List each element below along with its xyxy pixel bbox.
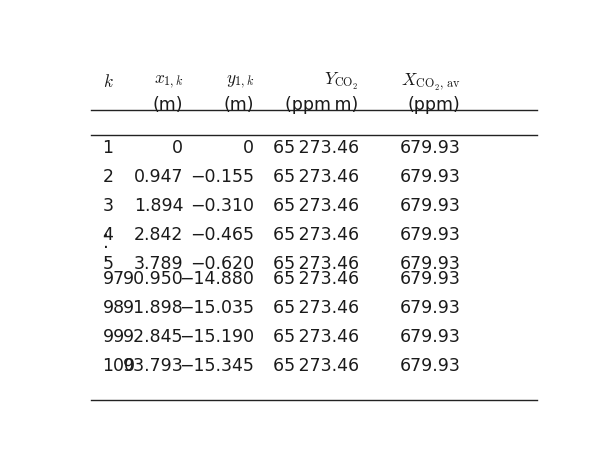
Text: 91.898: 91.898: [122, 299, 183, 317]
Text: $x_{1,k}$: $x_{1,k}$: [154, 73, 183, 91]
Text: 3: 3: [103, 197, 114, 215]
Text: ·: ·: [103, 227, 108, 246]
Text: −14.880: −14.880: [179, 270, 255, 288]
Text: −0.310: −0.310: [190, 197, 255, 215]
Text: (m): (m): [153, 96, 183, 114]
Text: 90.950: 90.950: [122, 270, 183, 288]
Text: 1: 1: [103, 139, 114, 157]
Text: 679.93: 679.93: [400, 255, 461, 273]
Text: −15.035: −15.035: [179, 299, 255, 317]
Text: 679.93: 679.93: [400, 270, 461, 288]
Text: 65 273.46: 65 273.46: [272, 299, 359, 317]
Text: 65 273.46: 65 273.46: [272, 168, 359, 186]
Text: 679.93: 679.93: [400, 357, 461, 375]
Text: (m): (m): [224, 96, 255, 114]
Text: 0.947: 0.947: [133, 168, 183, 186]
Text: 679.93: 679.93: [400, 168, 461, 186]
Text: 679.93: 679.93: [400, 197, 461, 215]
Text: 65 273.46: 65 273.46: [272, 270, 359, 288]
Text: 679.93: 679.93: [400, 328, 461, 346]
Text: 679.93: 679.93: [400, 139, 461, 157]
Text: 3.789: 3.789: [133, 255, 183, 273]
Text: 65 273.46: 65 273.46: [272, 357, 359, 375]
Text: 2: 2: [103, 168, 114, 186]
Text: 98: 98: [103, 299, 125, 317]
Text: 65 273.46: 65 273.46: [272, 328, 359, 346]
Text: $k$: $k$: [103, 73, 113, 91]
Text: 65 273.46: 65 273.46: [272, 197, 359, 215]
Text: 0: 0: [244, 139, 255, 157]
Text: $y_{1,k}$: $y_{1,k}$: [226, 73, 255, 91]
Text: 2.842: 2.842: [134, 226, 183, 244]
Text: −0.155: −0.155: [190, 168, 255, 186]
Text: 92.845: 92.845: [123, 328, 183, 346]
Text: 679.93: 679.93: [400, 226, 461, 244]
Text: 65 273.46: 65 273.46: [272, 226, 359, 244]
Text: 4: 4: [103, 226, 113, 244]
Text: $Y_{\mathrm{CO}_2}$: $Y_{\mathrm{CO}_2}$: [324, 71, 359, 93]
Text: 100: 100: [103, 357, 136, 375]
Text: (ppm): (ppm): [408, 96, 461, 114]
Text: 99: 99: [103, 328, 125, 346]
Text: ·: ·: [103, 252, 108, 271]
Text: 97: 97: [103, 270, 125, 288]
Text: $X_{\mathrm{CO}_2,\,\mathrm{av}}$: $X_{\mathrm{CO}_2,\,\mathrm{av}}$: [401, 71, 461, 93]
Text: 65 273.46: 65 273.46: [272, 139, 359, 157]
Text: ·: ·: [103, 239, 108, 258]
Text: −0.620: −0.620: [190, 255, 255, 273]
Text: −15.190: −15.190: [179, 328, 255, 346]
Text: 93.793: 93.793: [122, 357, 183, 375]
Text: 65 273.46: 65 273.46: [272, 255, 359, 273]
Text: 0: 0: [172, 139, 183, 157]
Text: 1.894: 1.894: [133, 197, 183, 215]
Text: (ppm m): (ppm m): [285, 96, 359, 114]
Text: −15.345: −15.345: [179, 357, 255, 375]
Text: −0.465: −0.465: [190, 226, 255, 244]
Text: 5: 5: [103, 255, 114, 273]
Text: 679.93: 679.93: [400, 299, 461, 317]
